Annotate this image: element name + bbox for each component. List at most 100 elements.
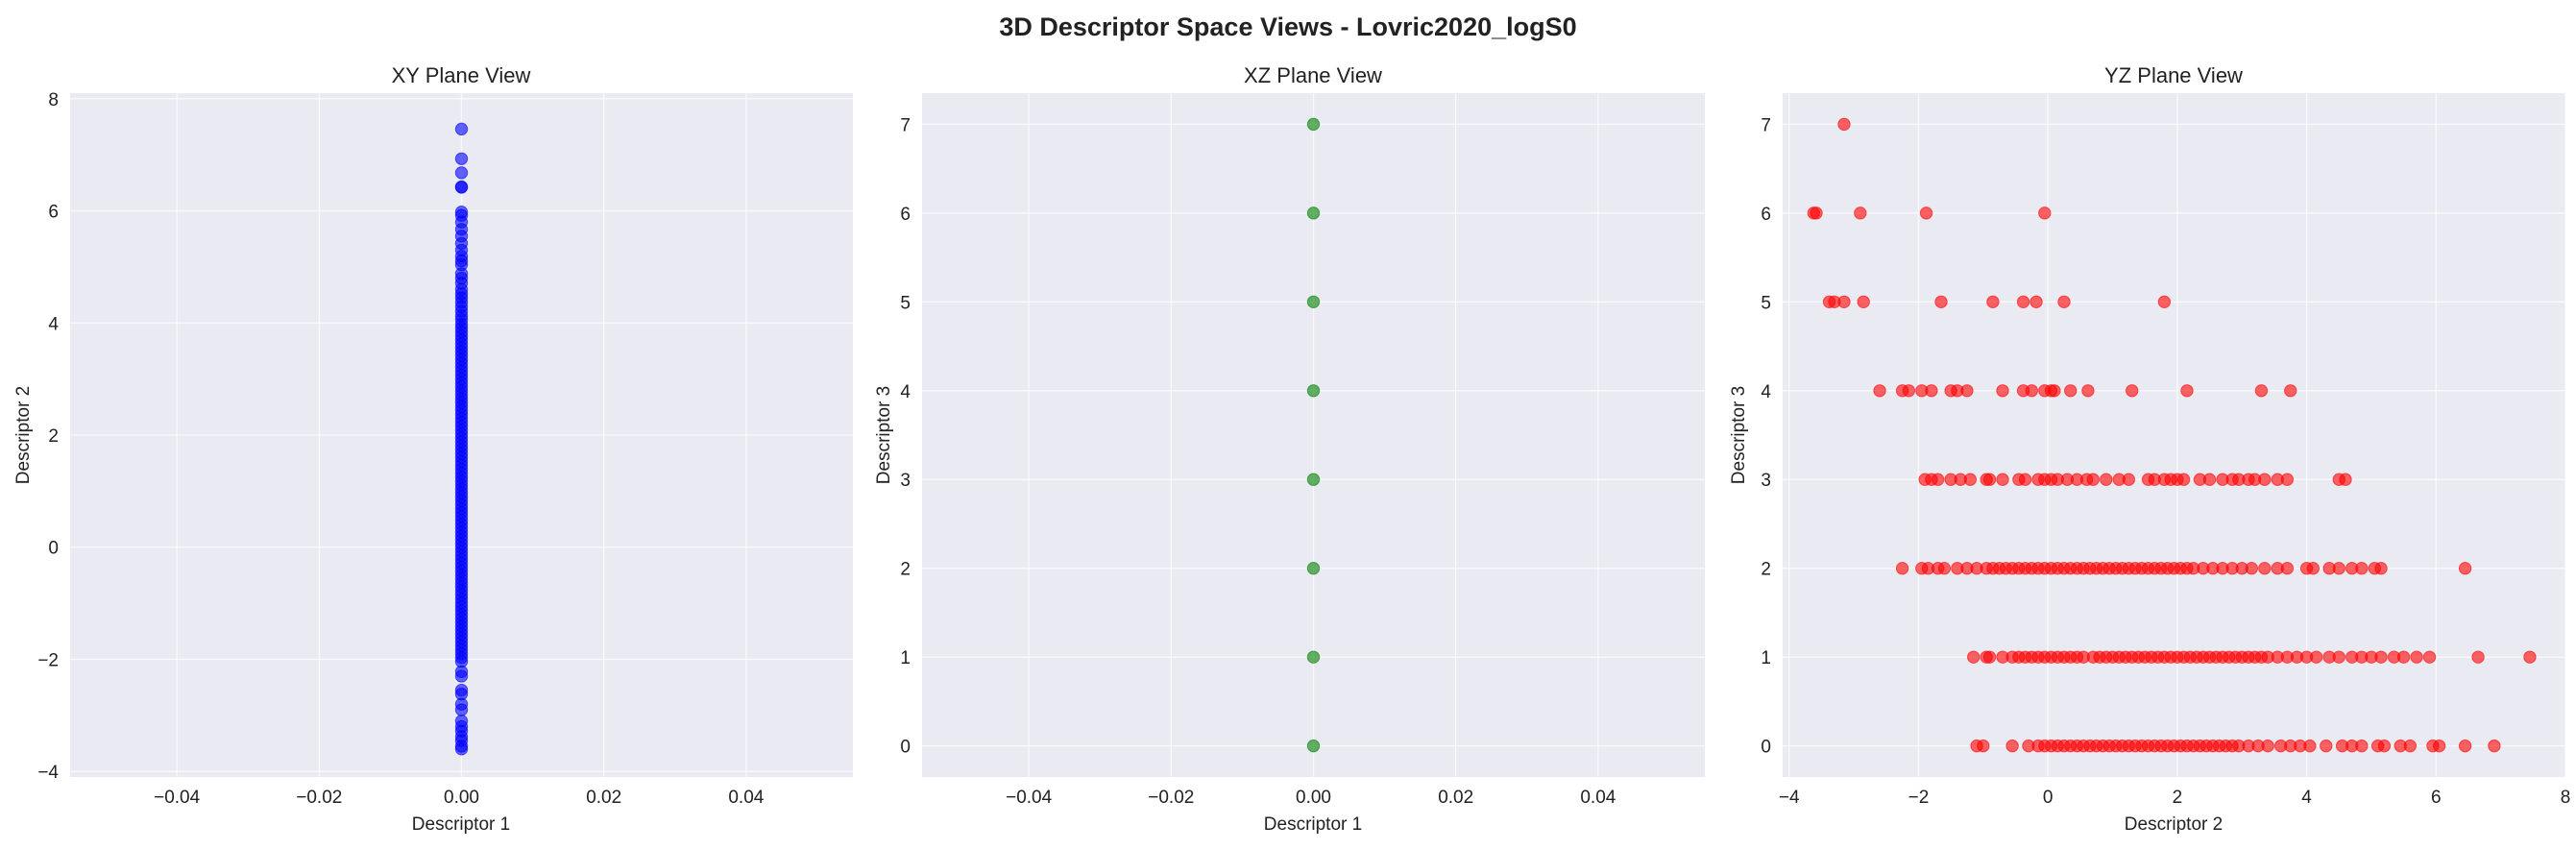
data-point-yz [2488,739,2501,753]
data-point-yz [1963,473,1978,486]
x-tick-label: −0.04 [154,788,201,808]
x-tick-label: 0.02 [1438,788,1473,808]
x-tick-label: 2 [2173,788,2183,808]
x-tick-label: −0.02 [296,788,342,808]
data-point-yz [2258,473,2272,486]
data-point-xy [454,669,469,683]
y-tick-label: 3 [900,471,911,491]
data-point-yz [2332,650,2345,664]
x-tick-label: 0.00 [444,788,479,808]
x-tick-label: 8 [2561,788,2571,808]
data-point-yz [1996,473,2009,486]
x-tick-label: −0.02 [1148,788,1194,808]
data-point-yz [2086,473,2101,486]
y-tick-label: 8 [48,90,59,110]
data-point-yz [1931,473,1945,486]
data-point-yz [2029,295,2043,308]
data-point-yz [1837,117,1851,132]
y-tick-label: 1 [1761,648,1771,668]
x-tick-labels-xy: −0.04 −0.02 0.00 0.02 0.04 [154,788,765,808]
data-point-yz [2064,384,2078,398]
data-point-yz [1982,473,1997,486]
x-tick-label: 0.04 [728,788,764,808]
data-point-yz [2122,473,2136,486]
y-tick-label: 6 [48,203,59,223]
plot-area-yz [1783,93,2565,777]
data-point-yz [2355,562,2369,575]
data-point-xy [454,122,469,136]
data-point-yz [2458,562,2472,575]
y-tick-labels-xy: −4 −2 0 2 4 6 8 [37,90,59,783]
data-point-xy [454,703,469,716]
data-point-yz [2422,650,2437,664]
y-tick-label: 4 [48,314,59,334]
data-point-xy [454,181,469,194]
data-point-yz [2303,739,2317,753]
data-point-yz [1934,295,1948,308]
data-point-xz [1306,473,1321,486]
data-point-yz [1857,295,1870,308]
data-point-yz [1937,562,1952,575]
panel-title-xy: XY Plane View [392,63,531,87]
data-point-yz [2057,295,2071,308]
points-xz [1306,117,1321,753]
data-point-xz [1306,295,1321,308]
y-tick-label: 5 [900,293,911,313]
x-axis-label-xz: Descriptor 1 [1264,814,1362,835]
data-point-yz [2100,473,2113,486]
data-point-yz [2202,473,2217,486]
y-tick-label: 3 [1761,471,1771,491]
data-point-yz [2377,739,2392,753]
data-point-yz [2005,739,2019,753]
data-point-yz [2396,650,2411,664]
data-point-yz [2339,473,2352,486]
data-point-yz [2245,562,2259,575]
data-point-yz [2176,473,2191,486]
y-tick-label: 0 [900,738,911,758]
y-axis-label-yz: Descriptor 3 [1729,386,1749,484]
data-point-yz [1966,650,1981,664]
y-tick-labels-xz: 0 1 2 3 4 5 6 7 [900,115,911,757]
points-xy [454,122,469,756]
data-point-xy [454,166,469,180]
data-point-yz [1925,384,1938,398]
data-point-yz [2458,739,2472,753]
x-axis-label-yz: Descriptor 2 [2125,814,2223,835]
data-point-yz [2038,206,2052,220]
data-point-yz [1810,206,1823,220]
data-point-yz [2261,739,2274,753]
y-tick-labels-yz: 0 1 2 3 4 5 6 7 [1761,115,1771,757]
data-point-xz [1306,739,1321,753]
data-point-yz [2309,650,2323,664]
data-point-yz [2320,739,2333,753]
y-tick-label: 5 [1761,293,1771,313]
data-point-yz [2403,739,2418,753]
y-tick-label: 6 [1761,205,1771,225]
x-tick-label: 0.04 [1580,788,1616,808]
data-point-yz [1996,384,2009,398]
x-tick-label: −4 [1779,788,1800,808]
data-point-yz [2016,295,2030,308]
y-axis-label-xy: Descriptor 2 [13,386,34,484]
y-tick-label: 4 [1761,382,1771,402]
data-point-yz [2374,562,2388,575]
points-yz [1807,117,2537,753]
data-point-yz [2471,650,2485,664]
data-point-yz [2048,384,2061,398]
data-point-yz [1982,650,1997,664]
y-tick-label: 4 [900,382,911,402]
panel-title-yz: YZ Plane View [2104,63,2243,87]
x-axis-label-xy: Descriptor 1 [412,814,510,835]
data-point-yz [2018,473,2032,486]
y-tick-label: 0 [48,539,59,559]
data-point-yz [1837,295,1851,308]
panel-title-xz: XZ Plane View [1244,63,1382,87]
data-point-yz [2306,562,2321,575]
x-tick-labels-xz: −0.04 −0.02 0.00 0.02 0.04 [1006,788,1616,808]
data-point-yz [1977,739,1990,753]
data-point-yz [1895,562,1909,575]
y-axis-label-xz: Descriptor 3 [874,386,894,484]
x-tick-label: 6 [2431,788,2442,808]
data-point-yz [1960,384,1974,398]
